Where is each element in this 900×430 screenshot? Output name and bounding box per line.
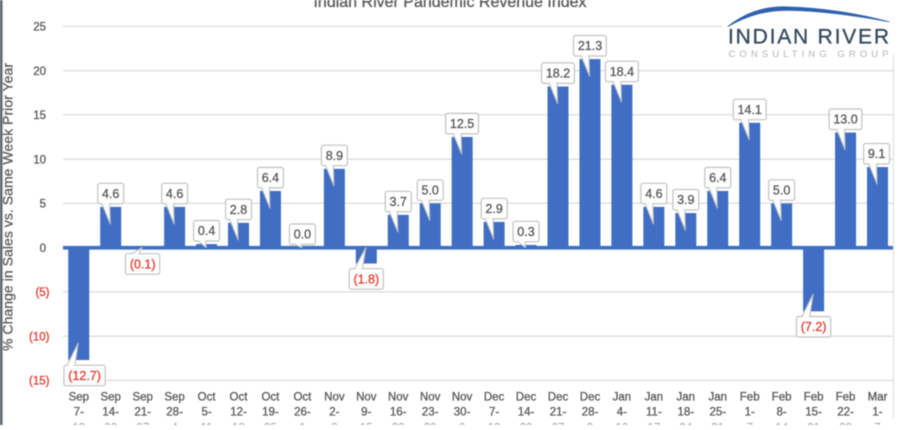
svg-text:(10): (10) [29, 331, 50, 343]
svg-text:8-: 8- [776, 407, 786, 419]
svg-text:9-: 9- [361, 407, 371, 419]
svg-text:21.3: 21.3 [578, 39, 602, 53]
svg-text:Dec: Dec [548, 392, 569, 404]
svg-text:14.1: 14.1 [738, 103, 762, 117]
svg-text:22-: 22- [837, 407, 854, 419]
svg-text:7-: 7- [74, 407, 84, 419]
svg-text:Jan: Jan [613, 392, 632, 404]
svg-text:14-: 14- [518, 407, 535, 419]
svg-text:14-: 14- [102, 407, 119, 419]
svg-text:3.7: 3.7 [390, 195, 407, 209]
svg-text:Sep: Sep [164, 392, 184, 404]
svg-text:25-: 25- [709, 407, 726, 419]
svg-text:16-: 16- [390, 407, 407, 419]
svg-text:2.8: 2.8 [230, 203, 247, 217]
svg-text:1-: 1- [872, 407, 882, 419]
svg-text:Nov: Nov [452, 392, 473, 404]
svg-text:Oct: Oct [198, 392, 217, 404]
svg-text:25: 25 [33, 22, 46, 34]
svg-text:6.4: 6.4 [262, 171, 279, 185]
svg-text:10: 10 [33, 154, 46, 166]
svg-text:18.2: 18.2 [546, 67, 570, 81]
svg-text:Feb: Feb [740, 392, 760, 404]
svg-text:15-: 15- [805, 407, 822, 419]
svg-text:(7.2): (7.2) [801, 320, 827, 334]
svg-text:5: 5 [40, 199, 46, 211]
svg-text:4-: 4- [617, 407, 627, 419]
svg-text:Dec: Dec [580, 392, 601, 404]
svg-text:23-: 23- [422, 407, 439, 419]
svg-text:5.0: 5.0 [422, 183, 439, 197]
svg-text:Feb: Feb [804, 392, 824, 404]
svg-text:CONSULTING GROUP: CONSULTING GROUP [729, 49, 889, 60]
svg-text:Mar: Mar [868, 392, 888, 404]
svg-text:Jan: Jan [709, 392, 728, 404]
svg-text:Nov: Nov [388, 392, 409, 404]
svg-text:12.5: 12.5 [450, 117, 474, 131]
svg-text:0.0: 0.0 [294, 228, 311, 242]
svg-text:21-: 21- [550, 407, 567, 419]
svg-text:8.9: 8.9 [326, 149, 343, 163]
svg-text:4.6: 4.6 [102, 187, 119, 201]
svg-text:Dec: Dec [516, 392, 537, 404]
svg-text:0: 0 [40, 243, 46, 255]
svg-text:2.9: 2.9 [485, 202, 502, 216]
svg-text:Oct: Oct [293, 392, 312, 404]
svg-text:12-: 12- [230, 407, 247, 419]
svg-text:(15): (15) [29, 376, 50, 388]
svg-text:5.0: 5.0 [773, 183, 790, 197]
svg-text:Nov: Nov [324, 392, 345, 404]
svg-text:Nov: Nov [420, 392, 441, 404]
svg-text:1-: 1- [745, 407, 755, 419]
svg-text:0.3: 0.3 [517, 225, 534, 239]
svg-text:Feb: Feb [772, 392, 792, 404]
svg-text:(1.8): (1.8) [353, 272, 379, 286]
svg-text:(0.1): (0.1) [130, 257, 156, 271]
svg-text:Indian River Pandemic Revenue: Indian River Pandemic Revenue Index [313, 0, 586, 11]
svg-text:Sep: Sep [69, 392, 89, 404]
svg-text:20: 20 [33, 66, 46, 78]
svg-text:Sep: Sep [100, 392, 120, 404]
svg-text:2-: 2- [329, 407, 339, 419]
svg-text:7-: 7- [489, 407, 499, 419]
svg-text:(12.7): (12.7) [68, 369, 101, 383]
svg-text:Jan: Jan [645, 392, 664, 404]
svg-text:30-: 30- [454, 407, 471, 419]
svg-text:Jan: Jan [677, 392, 696, 404]
svg-text:21-: 21- [134, 407, 151, 419]
svg-text:3.9: 3.9 [677, 193, 694, 207]
svg-text:Oct: Oct [261, 392, 280, 404]
svg-text:9.1: 9.1 [868, 147, 885, 161]
svg-text:Oct: Oct [230, 392, 249, 404]
svg-text:Sep: Sep [132, 392, 152, 404]
svg-text:4.6: 4.6 [166, 187, 183, 201]
svg-text:18.4: 18.4 [610, 65, 634, 79]
svg-text:13.0: 13.0 [833, 113, 857, 127]
svg-text:Nov: Nov [356, 392, 377, 404]
svg-text:6.4: 6.4 [709, 171, 726, 185]
svg-text:Dec: Dec [484, 392, 505, 404]
svg-text:5-: 5- [201, 407, 211, 419]
svg-text:19-: 19- [262, 407, 279, 419]
svg-text:(5): (5) [35, 287, 49, 299]
svg-text:0.4: 0.4 [198, 224, 215, 238]
svg-text:Feb: Feb [836, 392, 856, 404]
svg-text:26-: 26- [294, 407, 311, 419]
svg-text:15: 15 [33, 110, 46, 122]
svg-text:28-: 28- [166, 407, 183, 419]
svg-text:18-: 18- [677, 407, 694, 419]
svg-text:11-: 11- [646, 407, 662, 419]
svg-text:28-: 28- [582, 407, 599, 419]
svg-text:4.6: 4.6 [645, 187, 662, 201]
svg-text:% Change in Sales vs. Same Wee: % Change in Sales vs. Same Week Prior Ye… [0, 63, 16, 351]
